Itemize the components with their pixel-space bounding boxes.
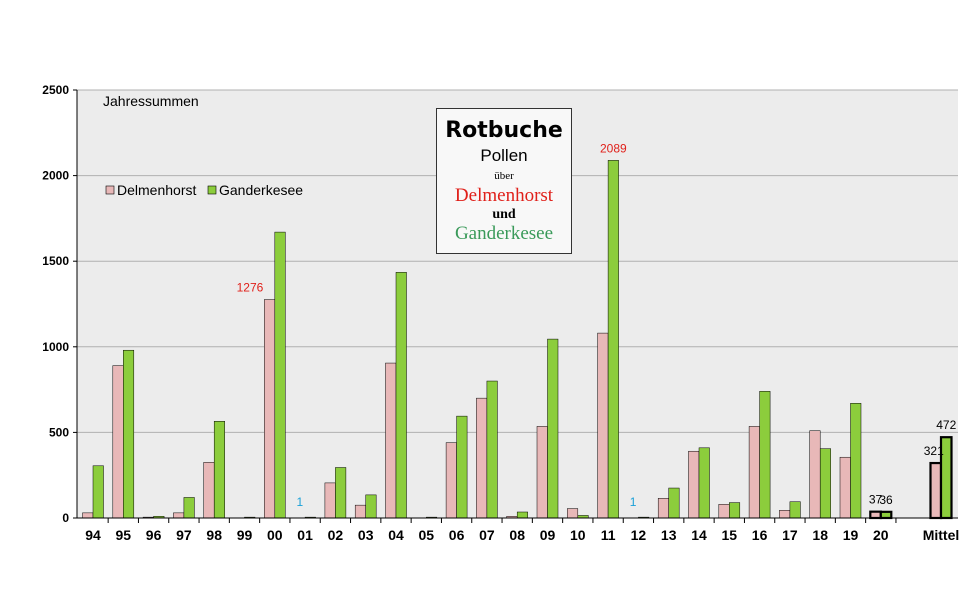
- bar-delmenhorst-13: [657, 498, 669, 519]
- bar-delmenhorst-97: [173, 512, 185, 519]
- legend-swatch-ganderkesee: [207, 185, 217, 195]
- bar-ganderkesee-94: [92, 465, 104, 519]
- x-tick-label: 08: [509, 527, 525, 543]
- x-tick-label: 16: [752, 527, 768, 543]
- bar-delmenhorst-07: [476, 397, 488, 519]
- data-label-11-ganderkesee: 2089: [600, 141, 627, 155]
- x-tick-label: 03: [358, 527, 374, 543]
- bar-ganderkesee-14: [698, 447, 710, 519]
- bar-ganderkesee-02: [335, 467, 347, 519]
- bar-ganderkesee-08: [516, 511, 528, 519]
- bar-ganderkesee-00: [274, 231, 286, 519]
- x-tick-label: 15: [722, 527, 738, 543]
- title-species: Rotbuche: [445, 118, 563, 143]
- x-tick-label: 09: [540, 527, 556, 543]
- x-tick-label: 06: [449, 527, 465, 543]
- bar-delmenhorst-11: [597, 332, 609, 519]
- bar-delmenhorst-18: [809, 430, 821, 519]
- x-tick-label: Mittel: [923, 527, 960, 543]
- x-tick-label: 95: [116, 527, 132, 543]
- data-label-20-delmenhorst: 37: [869, 493, 883, 507]
- bar-ganderkesee-16: [759, 391, 771, 519]
- y-tick-label: 500: [49, 425, 69, 439]
- bar-delmenhorst-19: [839, 456, 851, 519]
- bar-ganderkesee-18: [819, 448, 831, 519]
- data-label-12-delmenhorst: 1: [630, 495, 637, 509]
- x-tick-label: 04: [388, 527, 404, 543]
- bar-delmenhorst-10: [567, 508, 579, 519]
- title-ganderkesee: Ganderkesee: [454, 223, 554, 244]
- bar-delmenhorst-15: [718, 504, 730, 519]
- data-label-00-delmenhorst: 1276: [237, 281, 264, 295]
- legend-swatch-delmenhorst: [105, 185, 115, 195]
- legend-label-delmenhorst: Delmenhorst: [117, 182, 196, 198]
- title-und: und: [492, 207, 516, 222]
- bar-ganderkesee-03: [365, 494, 377, 519]
- x-tick-label: 12: [631, 527, 647, 543]
- bar-ganderkesee-98: [213, 421, 225, 519]
- x-tick-label: 17: [782, 527, 798, 543]
- title-delmenhorst: Delmenhorst: [454, 185, 554, 206]
- x-tick-label: 00: [267, 527, 283, 543]
- y-tick-label: 1500: [42, 254, 69, 268]
- title-pollen: Pollen: [480, 146, 528, 165]
- data-label-01-delmenhorst: 1: [297, 495, 304, 509]
- bar-ganderkesee-07: [486, 380, 498, 519]
- x-tick-label: 96: [146, 527, 162, 543]
- bar-ganderkesee-13: [668, 487, 680, 519]
- data-label-mittel-delmenhorst: 321: [924, 444, 944, 458]
- bar-ganderkesee-95: [123, 349, 135, 519]
- bar-delmenhorst-04: [385, 362, 397, 519]
- x-tick-label: 18: [812, 527, 828, 543]
- bar-ganderkesee-09: [547, 338, 559, 519]
- bar-ganderkesee-04: [395, 272, 407, 519]
- x-tick-label: 01: [297, 527, 313, 543]
- x-tick-label: 19: [843, 527, 859, 543]
- bar-ganderkesee-20: [879, 510, 893, 520]
- x-tick-label: 97: [176, 527, 192, 543]
- bar-delmenhorst-mittel: [929, 461, 943, 520]
- bar-delmenhorst-98: [203, 462, 215, 519]
- title-ueber: über: [494, 170, 514, 182]
- x-tick-label: 94: [85, 527, 101, 543]
- bar-delmenhorst-03: [354, 504, 366, 519]
- bar-ganderkesee-11: [607, 160, 619, 519]
- bar-delmenhorst-20: [869, 510, 882, 520]
- y-tick-label: 1000: [42, 340, 69, 354]
- bar-delmenhorst-06: [445, 442, 457, 519]
- bar-ganderkesee-15: [729, 502, 741, 519]
- x-tick-label: 99: [237, 527, 253, 543]
- x-tick-label: 13: [661, 527, 677, 543]
- data-label-20-ganderkesee: 36: [879, 493, 893, 507]
- bar-delmenhorst-02: [324, 482, 336, 519]
- x-tick-label: 98: [206, 527, 222, 543]
- bar-delmenhorst-94: [82, 512, 94, 519]
- x-tick-label: 14: [691, 527, 707, 543]
- y-tick-label: 2500: [42, 83, 69, 97]
- bar-ganderkesee-17: [789, 501, 801, 519]
- data-label-mittel-ganderkesee: 472: [936, 418, 956, 432]
- bar-delmenhorst-17: [779, 510, 791, 519]
- y-tick-label: 0: [62, 511, 69, 525]
- bar-ganderkesee-19: [850, 403, 862, 519]
- x-tick-label: 20: [873, 527, 889, 543]
- x-tick-label: 11: [601, 527, 616, 543]
- bar-delmenhorst-14: [688, 450, 700, 519]
- x-tick-label: 05: [419, 527, 435, 543]
- chart-title-box: Rotbuche Pollen über Delmenhorst und Gan…: [436, 108, 572, 254]
- bar-delmenhorst-09: [536, 426, 548, 519]
- bar-ganderkesee-06: [456, 415, 468, 519]
- bar-delmenhorst-95: [112, 365, 124, 519]
- chart-subtitle: Jahressummen: [103, 93, 199, 109]
- legend-label-ganderkesee: Ganderkesee: [219, 182, 303, 198]
- y-tick-label: 2000: [42, 169, 69, 183]
- bar-delmenhorst-16: [748, 426, 760, 519]
- x-tick-label: 10: [570, 527, 586, 543]
- x-tick-label: 02: [328, 527, 344, 543]
- x-tick-label: 07: [479, 527, 495, 543]
- bar-delmenhorst-00: [264, 299, 276, 519]
- bar-ganderkesee-97: [183, 497, 195, 519]
